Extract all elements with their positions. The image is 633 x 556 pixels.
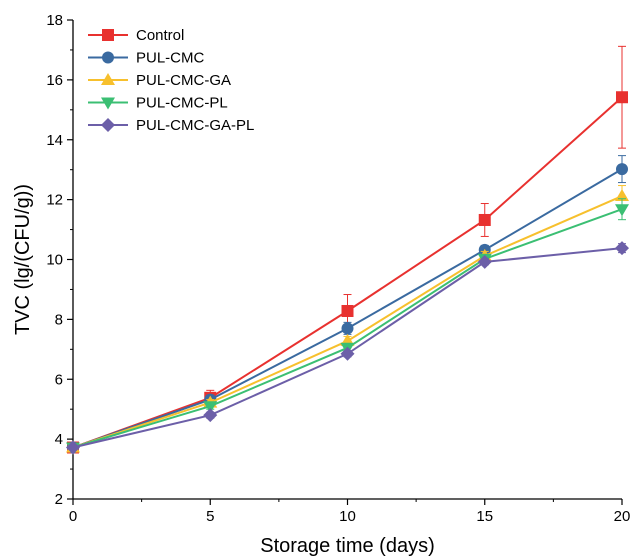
data-point xyxy=(616,163,628,176)
legend-marker xyxy=(101,73,115,85)
legend-item: PUL-CMC-GA xyxy=(88,72,231,89)
legend-marker xyxy=(102,51,114,64)
legend-item: Control xyxy=(88,27,184,44)
x-tick-label: 10 xyxy=(339,508,356,525)
data-point xyxy=(615,204,629,217)
y-tick-label: 8 xyxy=(55,311,63,328)
legend-item: PUL-CMC-PL xyxy=(88,95,228,112)
legend: Control PUL-CMC PUL-CMC-GA PUL-CMC-PL PUL-CM… xyxy=(88,27,254,134)
data-point xyxy=(340,346,355,361)
x-tick-label: 15 xyxy=(476,508,493,525)
y-tick-label: 18 xyxy=(46,12,63,29)
data-point xyxy=(615,189,629,202)
axes: 2 4 6 8 10 12 14 16 18 0 5 10 15 20 xyxy=(46,12,630,525)
y-tick-label: 14 xyxy=(46,132,63,149)
legend-label: PUL-CMC-PL xyxy=(136,95,228,112)
legend-marker xyxy=(101,118,115,132)
legend-item: PUL-CMC xyxy=(88,50,205,67)
legend-marker xyxy=(102,29,114,41)
legend-marker xyxy=(101,97,115,110)
data-point xyxy=(616,91,628,104)
data-point xyxy=(341,322,354,335)
y-tick-label: 12 xyxy=(46,192,63,209)
x-tick-label: 5 xyxy=(206,508,214,525)
y-tick-label: 16 xyxy=(46,72,63,89)
data-point xyxy=(66,440,80,455)
x-tick-label: 20 xyxy=(614,508,631,525)
data-point xyxy=(203,408,218,423)
data-point xyxy=(477,254,492,269)
legend-label: PUL-CMC xyxy=(136,50,205,67)
plot-marks xyxy=(66,45,629,455)
y-tick-label: 10 xyxy=(46,252,63,269)
y-axis-title: TVC (lg/(CFU/g)) xyxy=(12,184,34,335)
legend-label: PUL-CMC-GA-PL xyxy=(136,117,254,134)
y-tick-label: 4 xyxy=(55,431,63,448)
y-tick-label: 6 xyxy=(55,371,63,388)
legend-item: PUL-CMC-GA-PL xyxy=(88,117,254,134)
series-pul-cmc-ga-pl xyxy=(66,241,629,455)
data-point xyxy=(478,213,491,226)
series-line xyxy=(72,96,623,449)
x-tick-label: 0 xyxy=(69,508,77,525)
data-point xyxy=(341,304,354,317)
y-tick-label: 2 xyxy=(55,491,63,508)
data-point xyxy=(615,241,629,256)
data-point xyxy=(203,401,218,414)
x-axis-title: Storage time (days) xyxy=(260,535,435,556)
legend-label: Control xyxy=(136,27,184,44)
legend-label: PUL-CMC-GA xyxy=(136,72,231,89)
